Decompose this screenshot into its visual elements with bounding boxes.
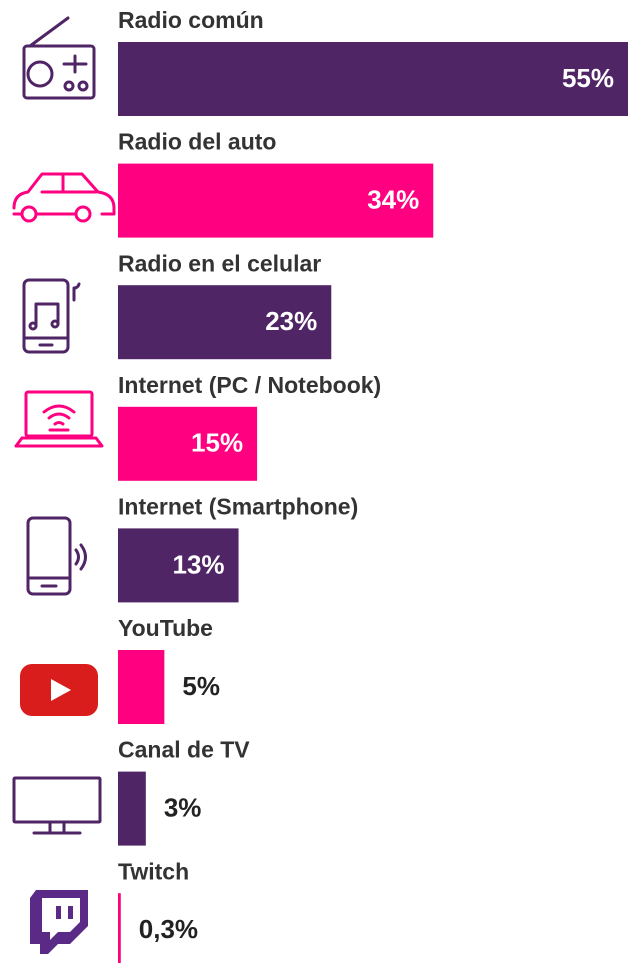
value-label: 15% (191, 428, 243, 458)
category-label: Internet (Smartphone) (118, 493, 358, 519)
radio-icon (22, 16, 96, 100)
bar (118, 285, 332, 360)
bar (118, 771, 146, 846)
value-label: 34% (367, 184, 419, 214)
bar (118, 528, 239, 603)
category-label: Internet (PC / Notebook) (118, 372, 381, 398)
category-label: Radio en el celular (118, 250, 321, 276)
value-label: 0,3% (139, 914, 198, 944)
laptop-icon (14, 390, 104, 448)
value-label: 23% (265, 306, 317, 336)
tv-icon (12, 776, 102, 835)
phone-music-icon (22, 278, 81, 354)
category-label: Canal de TV (118, 737, 250, 763)
category-label: YouTube (118, 615, 213, 641)
youtube-icon (20, 664, 98, 716)
value-label: 13% (172, 549, 224, 579)
phone-waves-icon (26, 516, 87, 596)
icons (12, 16, 116, 954)
bar (118, 893, 121, 963)
value-label: 3% (164, 792, 202, 822)
bar (118, 42, 628, 116)
bar (118, 406, 258, 481)
value-label: 55% (562, 63, 614, 93)
category-label: Twitch (118, 858, 189, 884)
car-icon (12, 172, 116, 223)
twitch-icon (30, 890, 88, 954)
value-label: 5% (182, 671, 220, 701)
category-label: Radio del auto (118, 129, 276, 155)
bar (118, 650, 165, 724)
category-label: Radio común (118, 7, 264, 33)
bar (118, 163, 434, 238)
